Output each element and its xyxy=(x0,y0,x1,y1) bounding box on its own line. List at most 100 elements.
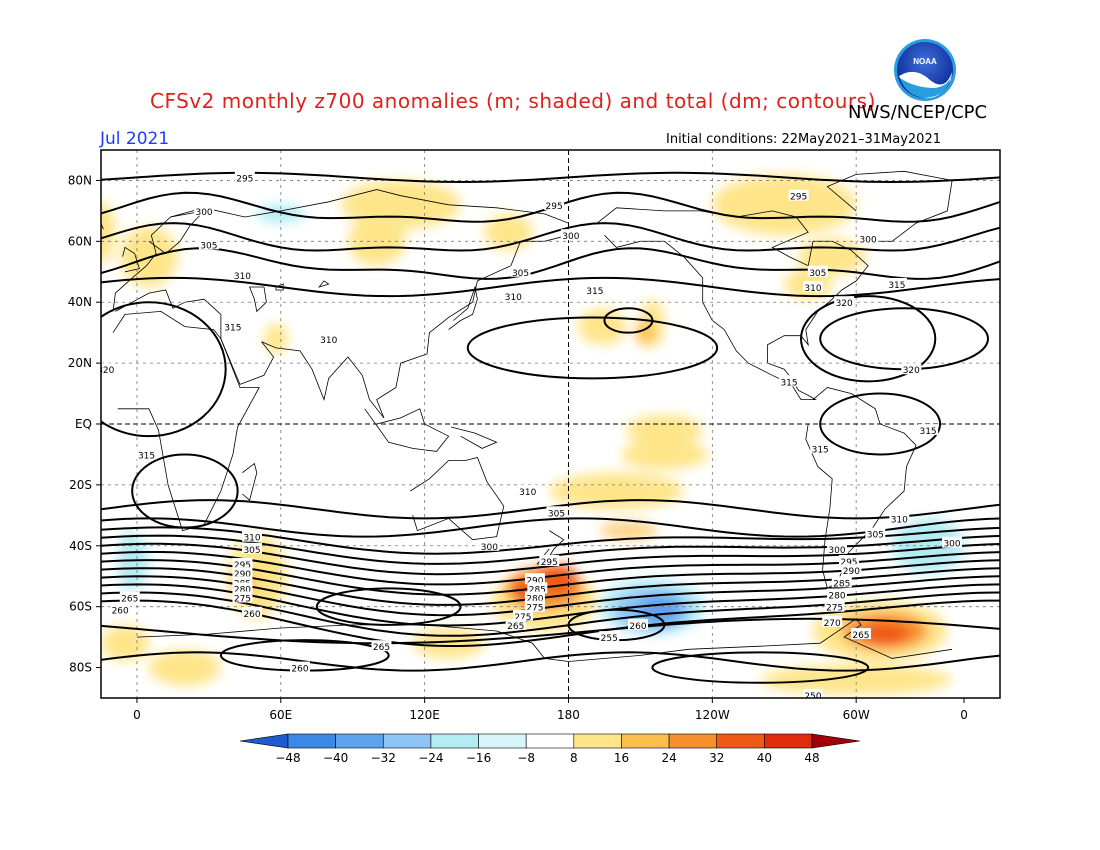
contour-label: 305 xyxy=(243,546,260,556)
contour-label-bg xyxy=(242,542,263,554)
colorbar-tick-label: 40 xyxy=(757,751,772,765)
coastline xyxy=(242,462,258,501)
contour-label: 310 xyxy=(505,293,522,303)
contour-label: 315 xyxy=(919,427,936,437)
contour-label-bg xyxy=(803,688,824,698)
colorbar-right-arrow xyxy=(811,733,861,749)
coastline xyxy=(364,408,450,452)
contour-line xyxy=(101,591,1000,637)
lake-outline xyxy=(249,286,267,313)
lon-tick-label: 0 xyxy=(960,708,968,722)
logo-text: NOAA xyxy=(913,57,937,66)
initial-conditions-label: Initial conditions: 22May2021–31May2021 xyxy=(666,132,941,147)
contour-label-bg xyxy=(628,618,649,630)
agency-label: NWS/NCEP/CPC xyxy=(848,102,988,123)
colorbar-segment xyxy=(716,733,765,749)
colorbar-left-arrow xyxy=(239,733,289,749)
contour-label-bg xyxy=(524,573,545,585)
contour-label-bg xyxy=(479,539,500,551)
contour-label-bg xyxy=(858,232,879,244)
contour-label-bg xyxy=(803,281,824,292)
contour-label: 295 xyxy=(546,202,563,212)
contour-label-bg xyxy=(524,591,545,603)
contour-label: 275 xyxy=(514,613,531,623)
contour-label: 305 xyxy=(200,241,217,251)
colorbar-tick-label: −32 xyxy=(371,751,396,765)
contour-label: 300 xyxy=(481,543,498,553)
contour-label: 300 xyxy=(828,546,845,556)
lon-tick-label: 0 xyxy=(133,708,141,722)
contour-label: 260 xyxy=(112,607,129,617)
contour-label-bg xyxy=(512,609,533,621)
colorbar-tick-label: 24 xyxy=(661,751,676,765)
contour-label-bg xyxy=(889,512,910,524)
contour-label: 320 xyxy=(836,299,853,309)
anomaly-blob xyxy=(264,323,288,354)
contour-label-bg xyxy=(826,542,847,554)
contour-label-bg xyxy=(232,567,253,579)
contour-label: 310 xyxy=(891,515,908,525)
contour-label-bg xyxy=(289,661,310,673)
coastline xyxy=(448,285,478,330)
colorbar-segment xyxy=(764,733,813,749)
contour-label-bg xyxy=(544,198,565,210)
contour-label-bg xyxy=(584,284,605,296)
contour-label-bg xyxy=(865,527,886,539)
lat-tick-label: 60S xyxy=(69,600,92,614)
closed-contour xyxy=(315,587,462,626)
lat-tick-label: 60N xyxy=(68,234,92,248)
contour-label-bg xyxy=(242,530,263,542)
colorbar-segment xyxy=(525,733,575,749)
lon-tick-label: 180 xyxy=(557,708,580,722)
contour-label-bg xyxy=(942,536,963,548)
colorbar-tick-label: 48 xyxy=(804,751,819,765)
colorbar-tick-label: −16 xyxy=(466,751,491,765)
contour-label: 265 xyxy=(852,631,869,641)
lon-tick-label: 120E xyxy=(409,708,440,722)
contour-label-bg xyxy=(918,424,939,436)
anomaly-blob xyxy=(148,649,221,686)
colorbar-tick-label: 16 xyxy=(614,751,629,765)
contour-label: 290 xyxy=(234,570,251,580)
axis-labels: 80N 60N 40N 20N EQ 20S 40S 60S 80S 0 60E 120E 180 120… xyxy=(68,173,968,722)
contour-label: 300 xyxy=(943,540,960,550)
contour-label-bg xyxy=(110,603,131,615)
contour-label-bg xyxy=(232,576,253,588)
contour-label: 280 xyxy=(828,591,845,601)
contour-label-bg xyxy=(546,506,567,518)
contour-label: 310 xyxy=(804,284,821,294)
colorbar-segment xyxy=(335,733,384,749)
contour-label: 300 xyxy=(195,208,212,218)
contour-label-bg xyxy=(850,628,871,640)
colorbar-tick-label: −24 xyxy=(418,751,443,765)
contour-label: 260 xyxy=(291,665,308,675)
colorbar-legend: −48 −40 −32 −24 −16 −8 8 16 24 32 40 48 xyxy=(239,733,861,765)
anomaly-blob xyxy=(712,174,857,236)
contour-label: 295 xyxy=(541,558,558,568)
contour-label-bg xyxy=(599,631,620,643)
lon-tick-label: 60E xyxy=(269,708,292,722)
contour-label: 315 xyxy=(780,378,797,388)
lon-tick-label: 60W xyxy=(843,708,870,722)
contour-label: 305 xyxy=(809,269,826,279)
map-plot-area: 295 300 305 310 315 310 320 315 295 300 305 310 315 2… xyxy=(101,150,1000,698)
contour-label-bg xyxy=(539,555,560,566)
contour-label-bg xyxy=(517,484,538,496)
coastline xyxy=(805,387,917,590)
contour-label-bg xyxy=(232,268,253,280)
coastline xyxy=(596,207,869,401)
coastline xyxy=(568,618,953,662)
contour-line xyxy=(101,276,1000,298)
contour-label-bg xyxy=(136,448,157,460)
closed-contour xyxy=(466,316,719,380)
anomaly-blob xyxy=(626,414,703,446)
contour-label: 285 xyxy=(833,579,850,589)
closed-contour xyxy=(101,301,227,438)
colorbar-segment xyxy=(382,733,432,749)
contour-label-bg xyxy=(841,564,862,576)
contour-line xyxy=(101,247,1000,280)
anomaly-blob xyxy=(760,664,953,695)
contour-label-bg xyxy=(901,363,922,375)
closed-contour xyxy=(651,651,870,684)
contour-label: 280 xyxy=(234,585,251,595)
